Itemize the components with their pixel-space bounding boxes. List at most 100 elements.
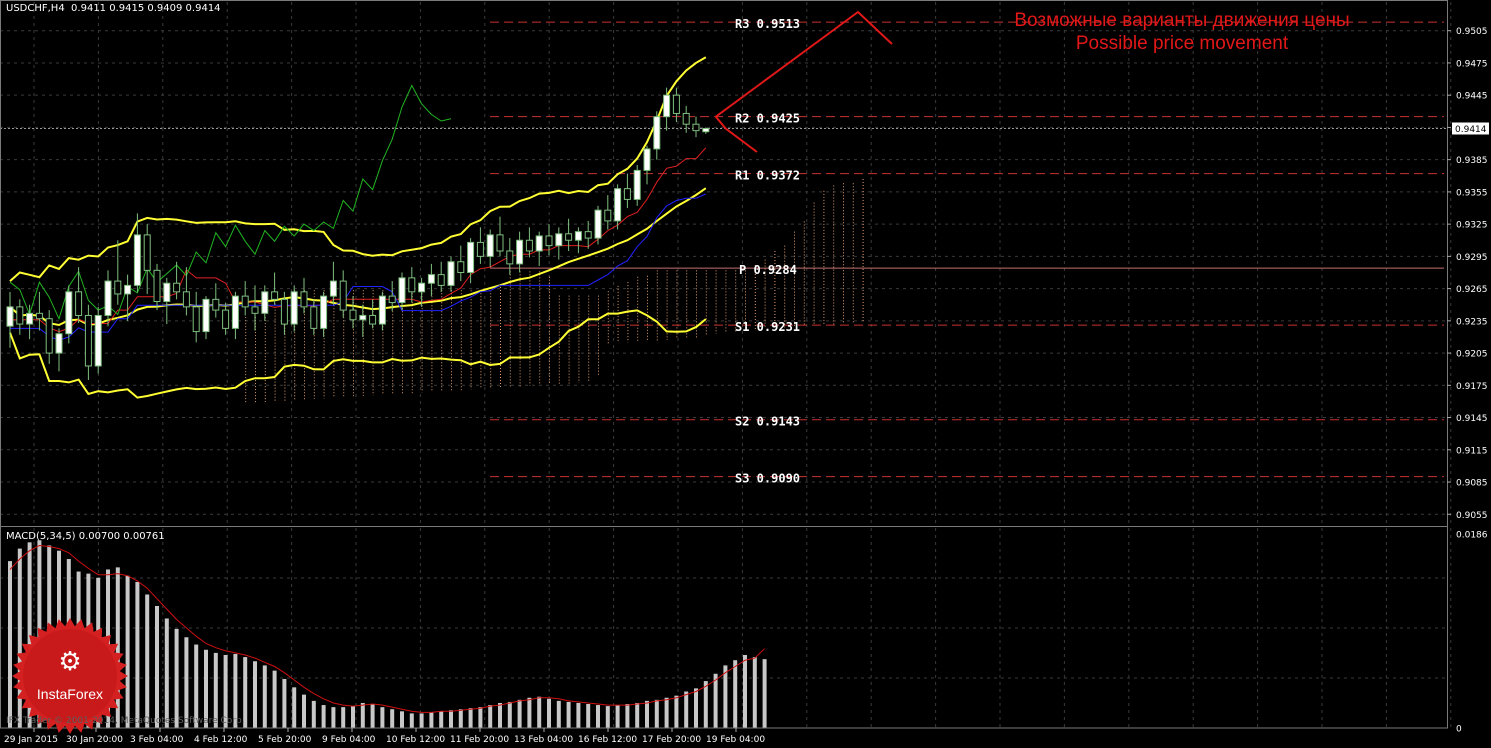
macd-bar: [419, 713, 424, 728]
candle-body: [643, 148, 651, 171]
candle-body: [124, 284, 132, 295]
candle-body: [212, 298, 220, 311]
candle-body: [114, 280, 122, 295]
candle-body: [476, 241, 484, 257]
macd-bar: [596, 705, 600, 728]
macd-bar: [409, 713, 414, 728]
macd-bar: [135, 581, 140, 728]
x-tick-label: 9 Feb 04:00: [322, 735, 376, 745]
candle-body: [418, 282, 426, 293]
candlestick-series: [6, 87, 710, 380]
macd-bar: [762, 659, 767, 728]
pivot-label-r3: R3 0.9513: [735, 17, 800, 31]
tenkan-line: [10, 147, 707, 333]
macd-bar: [155, 605, 159, 728]
x-tick-label: 4 Feb 12:00: [194, 735, 248, 745]
macd-bar: [174, 628, 179, 728]
x-tick-label: 29 Jan 2015: [4, 735, 58, 745]
y-tick-label: 0.9325: [1456, 221, 1488, 231]
candle-body: [623, 188, 631, 200]
macd-bar: [204, 649, 208, 728]
pivot-label-s2: S2 0.9143: [735, 415, 800, 429]
macd-bar: [17, 548, 22, 728]
candle-body: [437, 274, 445, 286]
macd-bar: [311, 700, 316, 728]
pivot-label-r2: R2 0.9425: [735, 112, 800, 126]
candle-body: [545, 235, 553, 247]
pivot-label-s1: S1 0.9231: [735, 320, 800, 334]
symbol-label: USDCHF,H4: [6, 3, 65, 14]
macd-bar: [684, 691, 689, 728]
candle-body: [672, 94, 680, 114]
candle-body: [516, 239, 524, 265]
macd-bar: [733, 660, 738, 728]
candle-body: [6, 306, 14, 327]
macd-bar: [694, 688, 698, 728]
candle-body: [663, 94, 671, 118]
candle-body: [280, 298, 288, 325]
forecast-annotation: Возможные варианты движения цены Possibl…: [972, 9, 1392, 55]
candle-body: [16, 306, 24, 325]
candle-body: [241, 295, 249, 308]
macd-tick-label: 0.0186: [1456, 531, 1488, 541]
kijun-line: [10, 193, 707, 341]
macd-bar: [645, 700, 649, 728]
candle-body: [231, 295, 239, 329]
price-forecast-arrows: [715, 10, 893, 153]
candle-body: [398, 277, 406, 304]
y-tick-label: 0.9085: [1456, 479, 1488, 489]
macd-bar: [262, 665, 267, 728]
logo-badge: [12, 618, 128, 734]
macd-bar: [547, 698, 551, 728]
bollinger-lower: [9, 309, 707, 399]
macd-bar: [498, 702, 502, 728]
chikou-line: [9, 84, 452, 321]
candle-body: [320, 295, 328, 329]
instaforex-logo: ⚙ InstaForex: [12, 618, 128, 734]
candle-body: [457, 261, 465, 273]
macd-bar: [488, 705, 493, 728]
x-tick-label: 19 Feb 04:00: [706, 735, 765, 745]
macd-bar: [586, 704, 591, 728]
macd-bar: [145, 594, 150, 728]
x-tick-label: 16 Feb 12:00: [578, 735, 637, 745]
y-tick-label: 0.9445: [1456, 92, 1488, 102]
macd-bar: [507, 701, 512, 728]
candle-body: [94, 314, 102, 367]
pivot-levels: R3 0.9513 R2 0.9425 R1 0.9372 P 0.9284 S1 0.…: [0, 17, 1447, 486]
gear-icon: ⚙: [58, 647, 82, 677]
candle-body: [467, 241, 475, 273]
candle-body: [653, 116, 661, 150]
macd-bar: [321, 705, 326, 728]
candle-body: [486, 234, 494, 257]
candle-body: [369, 314, 377, 325]
macd-bar: [125, 575, 130, 728]
macd-bar: [537, 696, 542, 728]
candle-body: [45, 318, 53, 354]
ohlc-readout: 0.9411 0.9415 0.9409 0.9414: [71, 3, 221, 14]
macd-bar: [351, 706, 355, 728]
y-tick-label: 0.9265: [1456, 285, 1488, 295]
candle-body: [447, 261, 455, 286]
candle-body: [75, 291, 83, 316]
macd-bar: [223, 654, 228, 728]
candle-body: [555, 233, 563, 247]
macd-bar: [615, 705, 620, 728]
current-price-label: 0.9414: [1455, 125, 1487, 135]
candle-body: [633, 169, 641, 200]
y-tick-label: 0.9505: [1456, 27, 1488, 37]
candle-body: [192, 306, 200, 333]
candle-body: [133, 234, 141, 286]
y-tick-label: 0.9115: [1456, 446, 1488, 456]
y-tick-label: 0.9295: [1456, 253, 1488, 263]
macd-bar: [478, 707, 483, 728]
macd-bar: [449, 710, 453, 728]
macd-bar: [439, 711, 444, 728]
candle-body: [359, 314, 367, 321]
candle-body: [535, 235, 543, 252]
candle-body: [163, 282, 171, 302]
candle-body: [143, 234, 151, 271]
macd-signal-line: [9, 544, 765, 713]
